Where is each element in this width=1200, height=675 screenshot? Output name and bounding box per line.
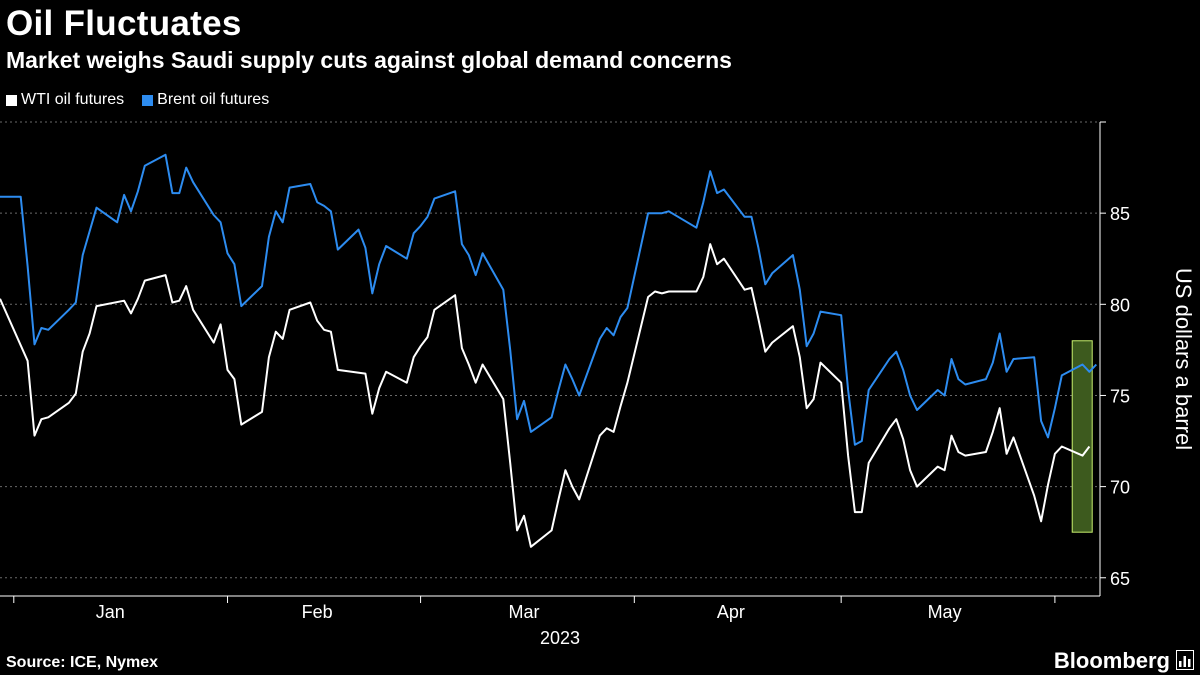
chart-legend: WTI oil futures Brent oil futures xyxy=(6,91,269,109)
legend-item-brent: Brent oil futures xyxy=(142,91,269,109)
x-tick-label-feb: Feb xyxy=(302,602,333,622)
y-tick-label-70: 70 xyxy=(1110,478,1130,498)
chart-title: Oil Fluctuates xyxy=(6,4,242,43)
brand-logo-text: Bloomberg xyxy=(1053,648,1170,673)
highlight-range-box xyxy=(1071,340,1093,533)
x-axis-year-label: 2023 xyxy=(540,628,580,648)
x-tick-label-may: May xyxy=(928,602,962,622)
x-tick-label-apr: Apr xyxy=(717,602,745,622)
legend-swatch-brent xyxy=(142,94,154,106)
y-tick-label-75: 75 xyxy=(1110,386,1130,406)
legend-label-wti: WTI oil futures xyxy=(21,91,125,108)
legend-item-wti: WTI oil futures xyxy=(6,91,124,109)
y-axis-title: US dollars a barrel xyxy=(1171,268,1196,450)
x-tick-label-jan: Jan xyxy=(96,602,125,622)
source-note: Source: ICE, Nymex xyxy=(6,654,159,671)
brent-line xyxy=(0,153,1098,446)
y-tick-label-65: 65 xyxy=(1110,569,1130,589)
x-tick-label-mar: Mar xyxy=(509,602,540,622)
chart-subtitle: Market weighs Saudi supply cuts against … xyxy=(6,47,732,73)
y-tick-label-85: 85 xyxy=(1110,204,1130,224)
wti-line xyxy=(0,243,1091,548)
y-tick-label-80: 80 xyxy=(1110,295,1130,315)
legend-swatch-wti xyxy=(6,94,17,106)
legend-label-brent: Brent oil futures xyxy=(157,91,270,108)
bloomberg-terminal-icon xyxy=(1176,650,1194,670)
